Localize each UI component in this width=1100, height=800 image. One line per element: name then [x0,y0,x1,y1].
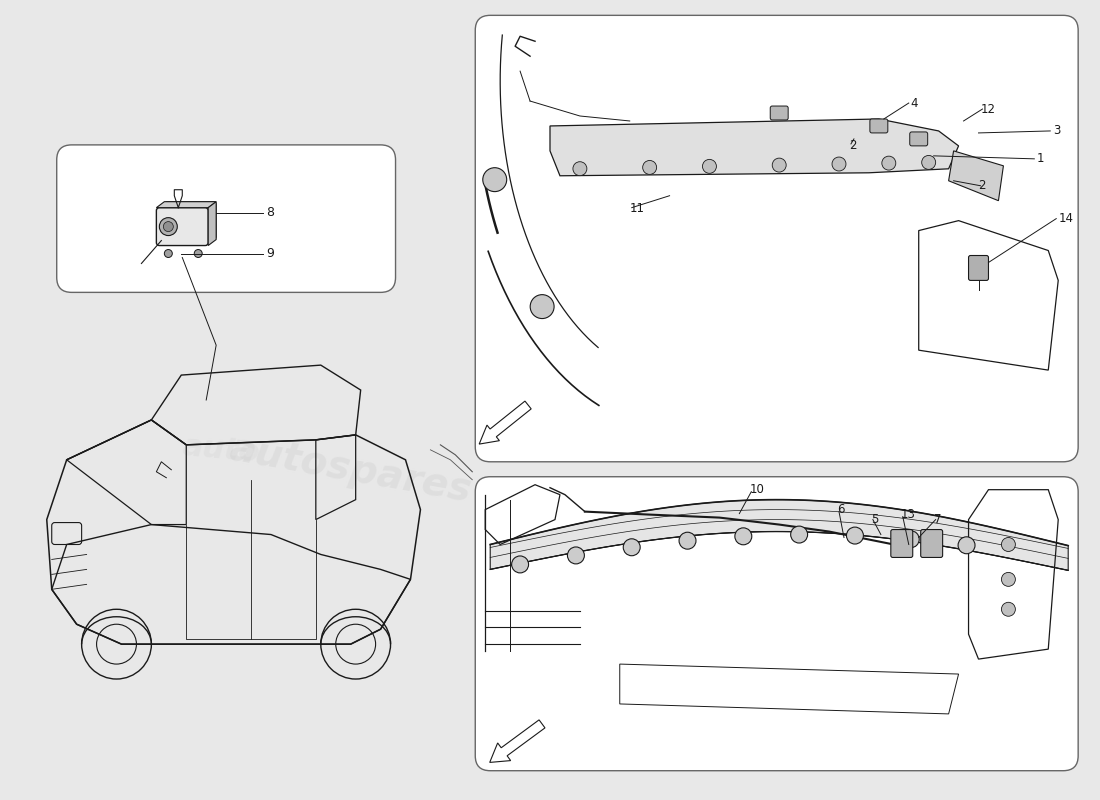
Circle shape [679,532,696,549]
Circle shape [832,157,846,171]
Text: auto: auto [182,432,262,468]
Polygon shape [208,202,217,246]
Text: 6: 6 [837,503,845,516]
Circle shape [1001,572,1015,586]
Text: 8: 8 [266,206,274,219]
Text: 2: 2 [849,139,857,152]
Polygon shape [550,119,958,176]
Circle shape [530,294,554,318]
Text: 14: 14 [1058,212,1074,225]
Polygon shape [491,500,1068,570]
Circle shape [703,159,716,174]
Polygon shape [948,151,1003,201]
Circle shape [195,250,202,258]
Text: 2: 2 [979,179,986,192]
Text: 4: 4 [911,97,918,110]
Circle shape [624,538,640,556]
Text: 5: 5 [871,513,878,526]
FancyBboxPatch shape [921,530,943,558]
Text: 9: 9 [266,246,274,259]
Circle shape [160,218,177,235]
Circle shape [958,537,975,554]
Circle shape [568,547,584,564]
Circle shape [1001,602,1015,616]
FancyArrow shape [480,401,531,444]
Polygon shape [156,202,217,208]
Text: 13: 13 [901,508,915,521]
Text: 10: 10 [749,483,764,496]
Circle shape [882,156,895,170]
Circle shape [791,526,807,543]
FancyBboxPatch shape [475,15,1078,462]
Circle shape [642,161,657,174]
Circle shape [735,528,751,545]
Text: 7: 7 [934,513,942,526]
Circle shape [1001,538,1015,551]
Circle shape [164,250,173,258]
Text: 3: 3 [1053,125,1060,138]
Circle shape [772,158,786,172]
Text: autospares: autospares [227,430,475,510]
FancyBboxPatch shape [910,132,927,146]
FancyBboxPatch shape [891,530,913,558]
FancyBboxPatch shape [770,106,789,120]
Text: 11: 11 [629,202,645,215]
Text: 1: 1 [1036,152,1044,166]
FancyBboxPatch shape [870,119,888,133]
FancyBboxPatch shape [164,202,217,239]
Circle shape [573,162,587,176]
FancyBboxPatch shape [475,477,1078,770]
Text: 12: 12 [980,102,996,115]
Circle shape [922,155,936,170]
Circle shape [902,530,920,548]
FancyBboxPatch shape [57,145,396,292]
Circle shape [512,556,529,573]
FancyBboxPatch shape [968,255,989,281]
FancyBboxPatch shape [156,208,208,246]
FancyArrow shape [490,720,544,762]
Circle shape [163,222,174,231]
Circle shape [483,168,507,192]
Circle shape [847,527,864,544]
